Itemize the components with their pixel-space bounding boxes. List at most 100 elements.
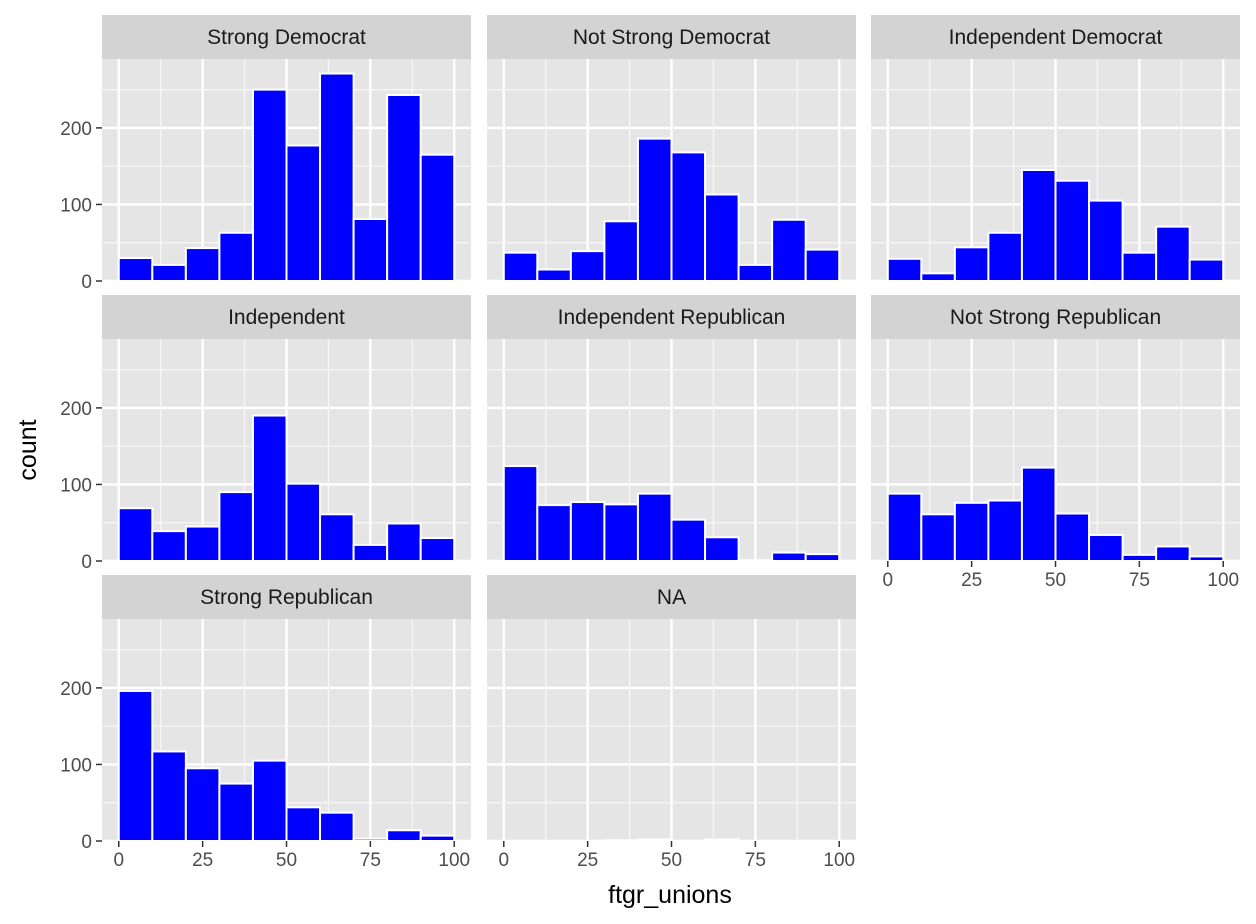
histogram-bar <box>117 689 154 842</box>
histogram-bar <box>1054 179 1091 282</box>
histogram-bar <box>285 144 322 282</box>
histogram-bar <box>184 767 221 843</box>
y-tick-label: 100 <box>60 195 92 216</box>
facet-panel-5: Not Strong Republican 0 25 50 75 100 <box>871 295 1240 591</box>
histogram-bar <box>603 839 639 843</box>
facet-strip <box>487 295 856 339</box>
histogram-bar <box>1088 533 1124 562</box>
histogram-bar <box>704 536 740 563</box>
histogram-bar <box>771 218 807 282</box>
x-tick-label: 100 <box>1207 570 1239 591</box>
facet-strip <box>487 575 856 619</box>
histogram-bar <box>636 492 673 563</box>
histogram-bar <box>1121 553 1158 562</box>
histogram-bar <box>419 537 456 563</box>
x-tick-label: 50 <box>661 850 682 871</box>
histogram-bar <box>251 414 288 562</box>
histogram-bar <box>151 530 187 563</box>
histogram-bar <box>117 257 154 283</box>
histogram-bar <box>1121 251 1158 282</box>
histogram-bar <box>603 220 639 283</box>
histogram-bar <box>352 543 389 562</box>
histogram-bar <box>953 246 990 283</box>
x-tick-label: 0 <box>498 850 509 871</box>
histogram-bar <box>536 268 572 283</box>
y-axis-title: count <box>14 419 42 480</box>
histogram-bar <box>117 507 154 563</box>
histogram-bar <box>987 231 1023 282</box>
histogram-bar <box>670 151 707 282</box>
histogram-bar <box>419 153 456 282</box>
histogram-bar <box>886 257 923 282</box>
histogram-bar <box>1088 199 1124 283</box>
histogram-bar <box>285 806 322 843</box>
histogram-bar <box>603 503 639 562</box>
histogram-bar <box>352 837 389 842</box>
x-tick-label: 100 <box>823 850 855 871</box>
histogram-bar <box>771 551 807 562</box>
histogram-bar <box>218 491 254 563</box>
histogram-bar <box>502 251 539 282</box>
x-tick-label: 75 <box>745 850 766 871</box>
facet-strip-label: Independent <box>228 306 345 329</box>
histogram-bar <box>1020 466 1057 563</box>
histogram-bar <box>319 72 355 282</box>
histogram-bar <box>636 838 673 843</box>
histogram-bar <box>419 834 456 842</box>
facet-strip-label: Strong Republican <box>200 586 373 609</box>
histogram-bar <box>920 272 956 282</box>
histogram-bar <box>737 559 774 563</box>
histogram-bar <box>804 248 841 283</box>
histogram-bar <box>1188 555 1225 563</box>
facet-panel-4: Independent Republican <box>487 295 856 563</box>
facet-strip-label: Not Strong Democrat <box>573 26 770 49</box>
histogram-bar <box>151 263 187 282</box>
histogram-bar <box>151 750 187 843</box>
histogram-bar <box>502 465 539 563</box>
y-tick-label: 100 <box>60 475 92 496</box>
facet-strip <box>102 295 471 339</box>
x-tick-label: 100 <box>438 850 470 871</box>
histogram-bar <box>569 250 606 282</box>
facet-panel-3: Independent 0 100 200 <box>60 295 471 573</box>
histogram-bar <box>569 501 606 563</box>
histogram-bar <box>1020 169 1057 282</box>
histogram-bar <box>737 263 774 282</box>
histogram-bar <box>804 553 841 563</box>
x-tick-label: 50 <box>276 850 297 871</box>
y-tick-label: 0 <box>81 832 92 853</box>
histogram-bar <box>670 518 707 562</box>
facet-strip <box>487 15 856 59</box>
x-tick-label: 25 <box>577 850 598 871</box>
histogram-bar <box>636 137 673 282</box>
x-tick-label: 0 <box>113 850 124 871</box>
y-tick-label: 100 <box>60 755 92 776</box>
facet-strip-label: Independent Republican <box>558 306 786 329</box>
histogram-bar <box>886 492 923 563</box>
facet-strip <box>871 295 1240 339</box>
x-tick-label: 75 <box>360 850 381 871</box>
histogram-bar <box>1054 512 1091 562</box>
x-tick-label: 75 <box>1129 570 1150 591</box>
facet-strip-label: NA <box>657 586 686 609</box>
histogram-bar <box>319 513 355 563</box>
facet-panels: Strong Democrat 0 100 200 Not Strong Democra… <box>60 15 1240 871</box>
histogram-bar <box>251 759 288 842</box>
histogram-bar <box>386 522 422 563</box>
histogram-bar <box>386 93 422 282</box>
x-tick-label: 50 <box>1045 570 1066 591</box>
facet-panel-6: Strong Republican 0 100 200 0 25 50 75 100 <box>60 575 471 871</box>
histogram-bar <box>536 504 572 563</box>
histogram-bar <box>704 838 740 843</box>
histogram-bar <box>319 811 355 842</box>
facet-panel-1: Not Strong Democrat <box>487 15 856 283</box>
histogram-bar <box>184 525 221 562</box>
histogram-bar <box>218 231 254 282</box>
y-tick-label: 200 <box>60 399 92 420</box>
histogram-bar <box>184 247 221 283</box>
histogram-bar <box>1155 545 1191 563</box>
facet-panel-7: NA 0 25 50 75 100 <box>487 575 856 871</box>
facet-strip-label: Strong Democrat <box>207 26 366 49</box>
y-tick-label: 0 <box>81 272 92 293</box>
histogram-bar <box>987 499 1023 562</box>
